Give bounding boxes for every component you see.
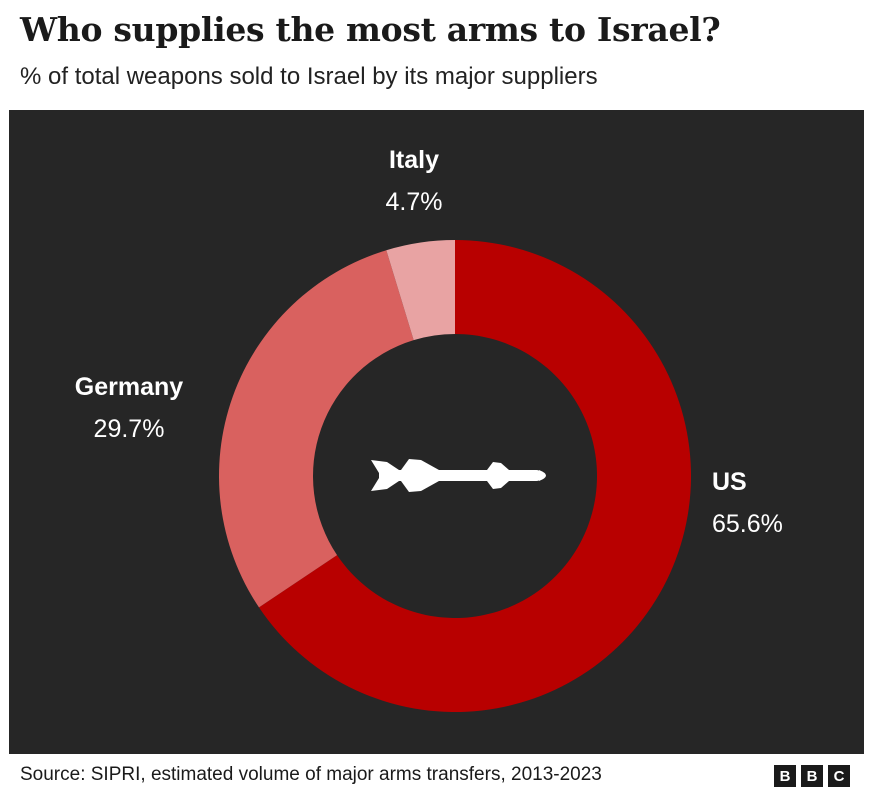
bbc-logo: B B C: [774, 765, 850, 787]
donut-chart: US 65.6% Germany 29.7% Italy 4.7%: [75, 146, 783, 712]
slice-label-us: US: [712, 468, 747, 496]
chart-panel: US 65.6% Germany 29.7% Italy 4.7%: [9, 110, 864, 754]
slice-label-germany: Germany: [75, 373, 183, 401]
slice-label-italy: Italy: [389, 146, 439, 174]
missile-icon: [371, 459, 546, 492]
donut-slice-us: [258, 240, 691, 712]
slice-value-italy: 4.7%: [386, 188, 443, 216]
donut-slice-germany: [219, 250, 414, 608]
chart-subtitle: % of total weapons sold to Israel by its…: [20, 63, 598, 90]
slice-value-germany: 29.7%: [94, 415, 165, 443]
chart-title: Who supplies the most arms to Israel?: [20, 10, 721, 49]
slice-value-us: 65.6%: [712, 510, 783, 538]
donut-slice-italy: [386, 240, 455, 341]
logo-letter: C: [828, 765, 850, 787]
source-note: Source: SIPRI, estimated volume of major…: [20, 764, 602, 785]
logo-letter: B: [801, 765, 823, 787]
logo-letter: B: [774, 765, 796, 787]
